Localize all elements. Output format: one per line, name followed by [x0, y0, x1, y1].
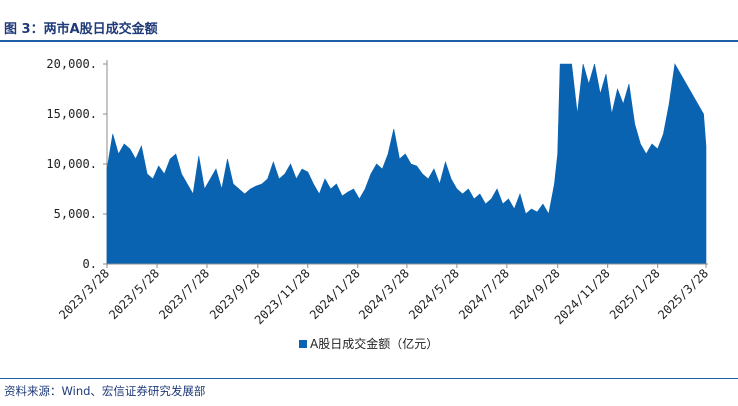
legend-label: A股日成交金额（亿元）: [310, 336, 438, 351]
y-axis: 0. 5,000. 10,000. 15,000. 20,000.: [46, 57, 108, 271]
x-tick-label: 2023/3/28: [56, 266, 112, 322]
x-tick-label: 2023/5/28: [106, 266, 162, 322]
series-area-a-share-turnover: [106, 63, 707, 265]
y-tick-label: 10,000.: [46, 157, 97, 171]
legend-swatch: [299, 340, 307, 348]
source-note: 资料来源：Wind、宏信证券研究发展部: [4, 384, 206, 398]
x-tick-label: 2024/3/28: [356, 266, 412, 322]
title-rule: [0, 40, 738, 42]
x-tick-label: 2023/7/28: [156, 266, 212, 322]
y-tick-label: 15,000.: [46, 107, 97, 121]
footer-rule: [0, 378, 738, 379]
x-tick-label: 2025/3/28: [655, 266, 711, 322]
area-chart: 0.5,000.10,000.15,000.20,000. 2023/3/282…: [46, 57, 711, 351]
x-tick-label: 2024/1/28: [307, 266, 363, 322]
x-axis: 2023/3/282023/5/282023/7/282023/9/282023…: [56, 263, 711, 327]
plot-area: [106, 63, 707, 265]
x-tick-label: 2024/7/28: [456, 266, 512, 322]
y-tick-label: 20,000.: [46, 57, 97, 71]
x-tick-label: 2025/1/28: [607, 266, 663, 322]
x-tick-label: 2024/5/28: [406, 266, 462, 322]
figure-title: 图 3：两市A股日成交金额: [4, 22, 158, 37]
y-tick-label: 0.: [83, 257, 97, 271]
y-tick-label: 5,000.: [54, 207, 97, 221]
legend: A股日成交金额（亿元）: [299, 336, 438, 351]
